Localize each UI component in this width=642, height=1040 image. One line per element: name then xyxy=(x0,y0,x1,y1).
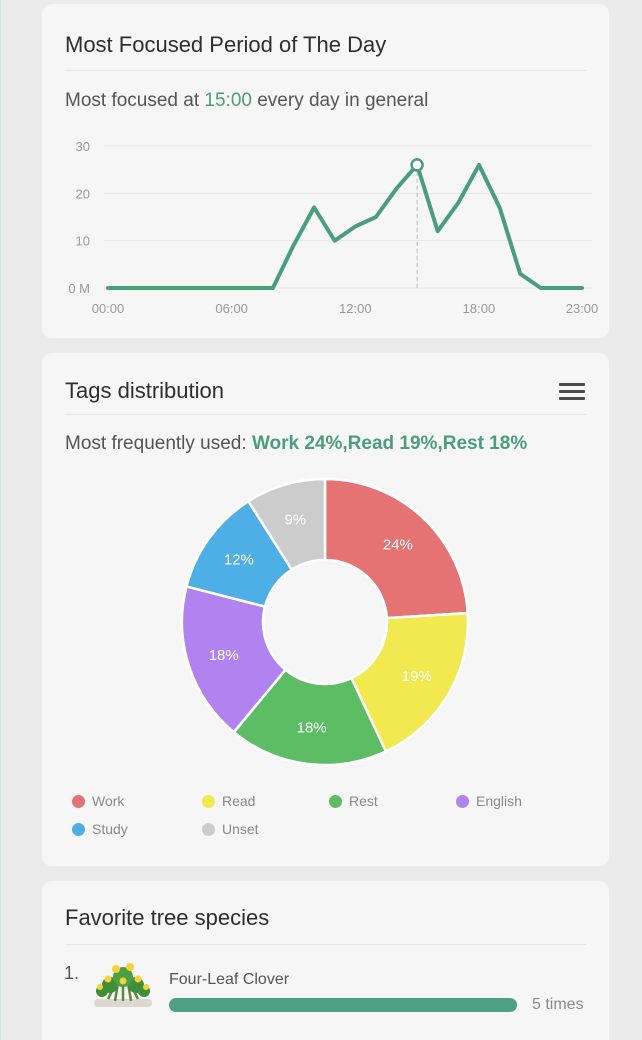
focus-card-title: Most Focused Period of The Day xyxy=(65,32,387,57)
legend-label: Work xyxy=(92,793,125,809)
focus-period-card: Most Focused Period of The Day Most focu… xyxy=(42,4,609,338)
y-tick-label: 0 M xyxy=(68,281,90,296)
tags-distribution-card: Tags distribution Most frequently used: … xyxy=(42,353,609,866)
slice-label: 12% xyxy=(224,551,254,568)
slice-label: 9% xyxy=(284,512,306,529)
slice-label: 24% xyxy=(383,536,413,553)
legend-label: Study xyxy=(92,821,128,837)
slice-label: 19% xyxy=(402,668,432,685)
tree-count: 5 times xyxy=(532,996,584,1013)
tree-name: Four-Leaf Clover xyxy=(169,971,290,988)
y-tick-label: 20 xyxy=(76,186,90,201)
slice-unset[interactable] xyxy=(246,477,327,572)
tags-summary-highlight: Work 24%,Read 19%,Rest 18% xyxy=(251,433,528,454)
focus-summary-suffix: every day in general xyxy=(251,90,429,111)
legend-label: Read xyxy=(222,793,256,809)
focus-line-chart: 0 M 10 20 30 00:00 06:00 12:00 18:00 23:00 xyxy=(68,139,599,316)
x-tick-label: 23:00 xyxy=(566,301,599,316)
slice-read[interactable] xyxy=(349,611,470,754)
legend-dot xyxy=(456,794,469,808)
legend-item-work[interactable]: Work xyxy=(72,793,124,809)
legend-dot xyxy=(72,794,85,808)
y-tick-label: 10 xyxy=(76,234,90,249)
y-tick-label: 30 xyxy=(76,139,90,154)
legend-dot xyxy=(202,822,215,836)
x-tick-label: 06:00 xyxy=(215,301,248,316)
legend-dot xyxy=(202,794,215,808)
legend-item-study[interactable]: Study xyxy=(72,821,128,837)
focus-series-line xyxy=(106,162,584,290)
legend-item-read[interactable]: Read xyxy=(202,793,255,809)
slice-work[interactable] xyxy=(323,477,470,620)
clover-tree-icon xyxy=(94,963,152,1007)
x-tick-label: 12:00 xyxy=(339,301,372,316)
tree-count-bar xyxy=(169,998,517,1012)
tags-donut-chart: 24% 19% 18% 18% 12% 9% xyxy=(180,477,470,767)
divider xyxy=(65,944,586,945)
focus-summary-prefix: Most focused at xyxy=(65,90,205,111)
slice-label: 18% xyxy=(209,647,239,664)
tags-legend: Work Read Rest English Study Unset xyxy=(72,793,592,853)
tags-card-title: Tags distribution xyxy=(65,378,224,403)
divider xyxy=(65,70,586,71)
legend-item-unset[interactable]: Unset xyxy=(202,821,259,837)
focus-peak-time: 15:00 xyxy=(204,90,252,111)
legend-item-rest[interactable]: Rest xyxy=(329,793,378,809)
trees-card-title: Favorite tree species xyxy=(65,905,270,930)
legend-label: Unset xyxy=(222,821,259,837)
tags-summary: Most frequently used: Work 24%,Read 19%,… xyxy=(65,433,527,455)
legend-label: English xyxy=(476,793,522,809)
legend-item-english[interactable]: English xyxy=(456,793,522,809)
peak-point xyxy=(410,158,424,172)
divider xyxy=(65,414,586,415)
favorite-trees-card: Favorite tree species 1. Four-Leaf Clove… xyxy=(42,881,609,1040)
legend-label: Rest xyxy=(349,793,378,809)
legend-dot xyxy=(329,794,342,808)
x-tick-label: 18:00 xyxy=(463,301,496,316)
tree-rank: 1. xyxy=(64,963,80,983)
focus-summary: Most focused at 15:00 every day in gener… xyxy=(65,90,428,112)
slice-english[interactable] xyxy=(180,584,288,734)
x-tick-label: 00:00 xyxy=(92,301,125,316)
tags-summary-prefix: Most frequently used: xyxy=(65,433,252,454)
list-icon[interactable] xyxy=(559,381,585,403)
legend-dot xyxy=(72,822,85,836)
slice-label: 18% xyxy=(297,720,327,737)
slice-rest[interactable] xyxy=(232,668,388,767)
